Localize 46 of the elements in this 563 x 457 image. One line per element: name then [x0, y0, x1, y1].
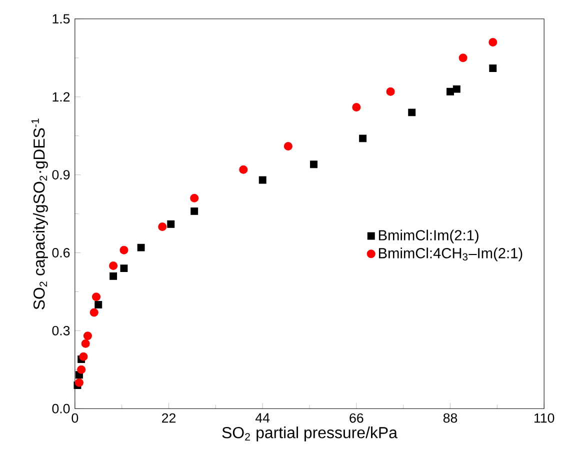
point [310, 160, 318, 168]
point [74, 378, 84, 388]
legend-label: BmimCl:Im(2:1) [378, 230, 478, 244]
point [94, 301, 102, 309]
point [489, 64, 497, 72]
point [77, 366, 86, 374]
y-axis-title: SO$_{2}$ capacity/gSO$_{2}$·gDES$^{-1}$ [32, 118, 48, 310]
point [120, 264, 128, 272]
point [120, 246, 128, 255]
point [83, 332, 92, 340]
point [386, 88, 395, 96]
point [239, 166, 248, 174]
point [109, 262, 118, 270]
point [167, 220, 175, 228]
point [137, 244, 145, 252]
y-tick-label: 0.0 [52, 404, 70, 414]
point [452, 85, 460, 93]
y-tick-label: 1.5 [52, 14, 70, 24]
point [110, 272, 118, 280]
point [458, 54, 468, 62]
x-tick-label: 0 [72, 413, 78, 423]
point [79, 352, 88, 362]
point [408, 108, 416, 116]
point [446, 88, 454, 96]
point [190, 194, 199, 203]
point [359, 134, 367, 142]
y-tick-label: 0.6 [52, 248, 70, 258]
point [190, 208, 198, 216]
x-tick-label: 44 [256, 413, 270, 423]
point [92, 292, 101, 302]
point [81, 340, 90, 348]
y-tick-label: 1.2 [52, 92, 70, 102]
x-tick-label: 110 [534, 413, 554, 423]
point [258, 176, 266, 184]
y-tick-label: 0.9 [52, 170, 70, 180]
point [488, 38, 498, 47]
y-tick-label: 0.3 [52, 326, 70, 336]
x-tick-label: 66 [350, 413, 364, 423]
point [352, 103, 361, 112]
legend-label: BmimCl:4CH$_{3}$–Im(2:1) [378, 248, 522, 262]
point [284, 142, 292, 151]
x-tick-label: 22 [162, 413, 176, 423]
point [90, 308, 98, 317]
x-tick-label: 88 [443, 413, 458, 423]
point [158, 222, 167, 232]
x-axis-title: SO$_{2}$ partial pressure/kPa [222, 426, 398, 442]
